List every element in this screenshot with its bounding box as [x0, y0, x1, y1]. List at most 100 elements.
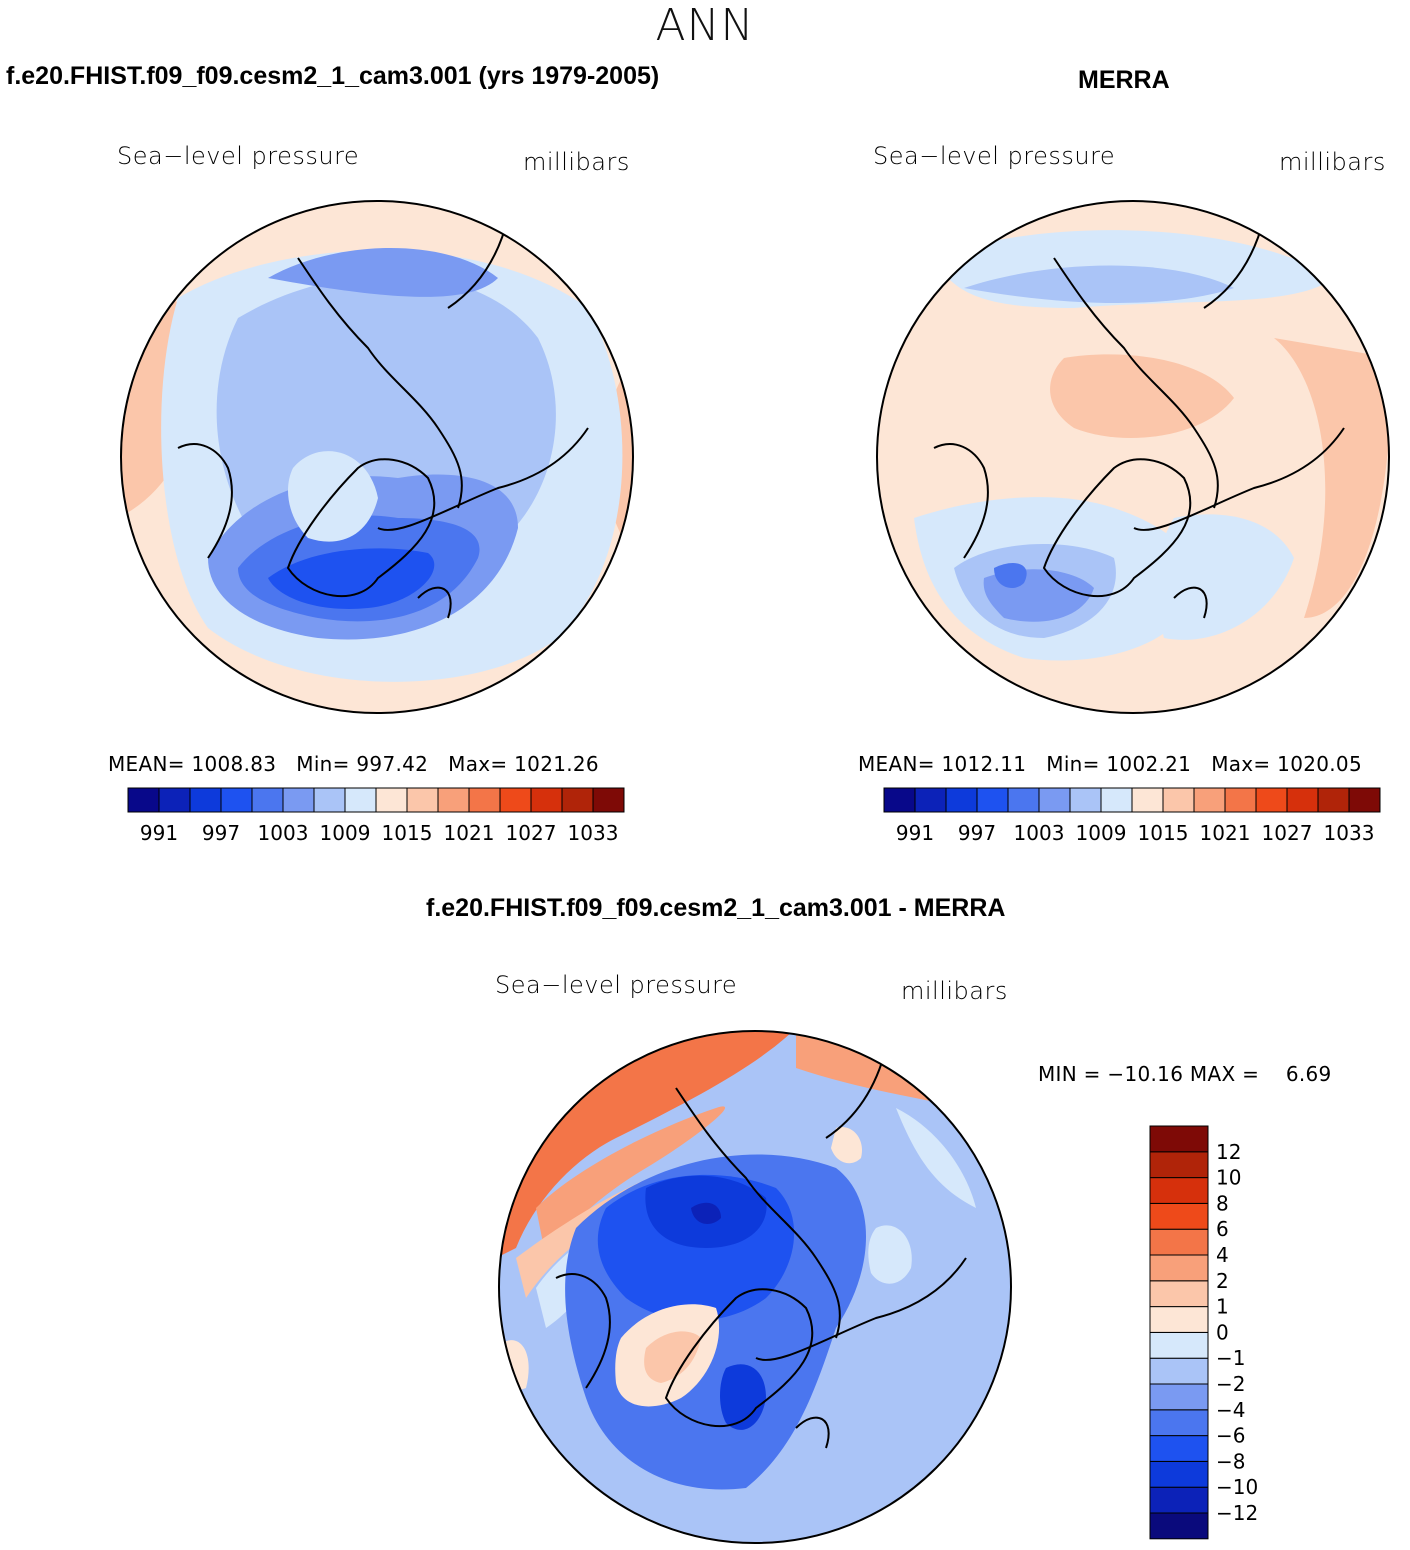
left-colorbar-swatch	[499, 787, 532, 813]
diff-colorbar-tick-label: 12	[1216, 1140, 1241, 1164]
left-colorbar-swatch	[251, 787, 284, 813]
left-colorbar-swatch	[220, 787, 253, 813]
diff-units-label: millibars	[901, 977, 1008, 1005]
left-colorbar-swatch	[127, 787, 160, 813]
right-map	[876, 200, 1390, 714]
left-max-label: Max=	[448, 752, 508, 776]
diff-colorbar-swatch	[1149, 1331, 1209, 1359]
left-colorbar-swatch	[344, 787, 377, 813]
left-colorbar-tick-label: 1027	[506, 821, 557, 845]
diff-colorbar-swatch	[1149, 1280, 1209, 1308]
left-colorbar-tick-label: 1015	[382, 821, 433, 845]
diff-colorbar-swatch	[1149, 1306, 1209, 1333]
left-colorbar-tick-label: 997	[202, 821, 240, 845]
left-min-value: 997.42	[356, 752, 429, 776]
right-colorbar-tick-label: 1033	[1324, 821, 1375, 845]
diff-max-value: 6.69	[1285, 1062, 1332, 1086]
left-colorbar-swatch	[189, 787, 222, 813]
left-mean-label: MEAN=	[108, 752, 185, 776]
right-colorbar-swatch	[1162, 787, 1195, 813]
diff-colorbar-tick-label: 0	[1216, 1320, 1229, 1344]
right-colorbar: 991 997 1003 1009 1015 1021 1027 1033	[883, 787, 1381, 845]
left-colorbar-swatch	[313, 787, 346, 813]
diff-colorbar-swatch	[1149, 1125, 1209, 1153]
right-colorbar-tick-label: 997	[958, 821, 996, 845]
left-mean-value: 1008.83	[191, 752, 277, 776]
left-colorbar-tick-label: 1033	[568, 821, 619, 845]
left-colorbar-tick-label: 1009	[320, 821, 371, 845]
right-max-value: 1020.05	[1277, 752, 1362, 776]
diff-colorbar-tick-label: −4	[1216, 1398, 1245, 1422]
left-colorbar-swatch	[375, 787, 408, 813]
right-colorbar-swatch	[1007, 787, 1040, 813]
right-colorbar-swatch	[883, 787, 916, 813]
right-colorbar-swatch	[945, 787, 978, 813]
left-colorbar-swatch	[437, 787, 470, 813]
diff-map	[498, 1030, 1012, 1544]
right-colorbar-swatch	[1348, 787, 1381, 813]
left-colorbar: 991 997 1003 1009 1015 1021 1027 1033	[127, 787, 625, 845]
diff-colorbar-tick-label: 10	[1216, 1166, 1241, 1190]
diff-colorbar-tick-label: −12	[1216, 1501, 1258, 1525]
left-colorbar-swatch	[282, 787, 315, 813]
diff-min-label: MIN =	[1038, 1062, 1101, 1086]
right-mean-label: MEAN=	[858, 752, 935, 776]
right-panel-title: MERRA	[1078, 66, 1170, 94]
diff-colorbar-tick-label: −2	[1216, 1372, 1245, 1396]
right-colorbar-tick-label: 1015	[1138, 821, 1189, 845]
diff-colorbar-tick-label: 8	[1216, 1191, 1229, 1215]
main-title: ANN	[655, 0, 755, 51]
diff-colorbar-swatch	[1149, 1383, 1209, 1411]
left-field-label: Sea−level pressure	[117, 142, 360, 170]
right-colorbar-swatch	[1255, 787, 1288, 813]
diff-panel-title: f.e20.FHIST.f09_f09.cesm2_1_cam3.001 - M…	[426, 894, 1006, 922]
right-colorbar-swatch	[1317, 787, 1350, 813]
diff-min-value: −10.16	[1107, 1062, 1184, 1086]
diff-colorbar-swatch	[1149, 1512, 1209, 1540]
left-colorbar-tick-label: 1021	[444, 821, 495, 845]
left-colorbar-swatch	[561, 787, 594, 813]
right-colorbar-tick-label: 1027	[1262, 821, 1313, 845]
diff-colorbar-tick-label: 4	[1216, 1243, 1229, 1267]
diff-field-label: Sea−level pressure	[495, 971, 738, 999]
diff-colorbar-tick-label: 2	[1216, 1269, 1229, 1293]
diff-colorbar-swatch	[1149, 1151, 1209, 1179]
left-colorbar-swatch	[592, 787, 625, 813]
left-colorbar-swatch	[468, 787, 501, 813]
right-colorbar-swatch	[976, 787, 1009, 813]
diff-colorbar-tick-label: −1	[1216, 1346, 1245, 1370]
right-colorbar-tick-label: 1003	[1014, 821, 1065, 845]
diff-colorbar-swatch	[1149, 1228, 1209, 1256]
left-colorbar-swatch	[406, 787, 439, 813]
right-colorbar-swatch	[1193, 787, 1226, 813]
right-mean-value: 1012.11	[941, 752, 1027, 776]
right-colorbar-swatch	[1038, 787, 1071, 813]
right-colorbar-tick-label: 991	[896, 821, 934, 845]
diff-colorbar-swatch	[1149, 1177, 1209, 1204]
left-colorbar-tick-label: 991	[140, 821, 178, 845]
right-colorbar-swatch	[1286, 787, 1319, 813]
right-min-value: 1002.21	[1106, 752, 1192, 776]
diff-colorbar-swatch	[1149, 1486, 1209, 1514]
left-colorbar-swatch	[158, 787, 191, 813]
diff-colorbar-swatch	[1149, 1202, 1209, 1230]
diff-colorbar-tick-label: −10	[1216, 1475, 1258, 1499]
diff-colorbar-swatch	[1149, 1357, 1209, 1385]
right-colorbar-tick-label: 1009	[1076, 821, 1127, 845]
right-colorbar-tick-label: 1021	[1200, 821, 1251, 845]
diff-colorbar-swatch	[1149, 1409, 1209, 1437]
diff-max-label: MAX =	[1189, 1062, 1260, 1086]
right-min-label: Min=	[1046, 752, 1100, 776]
diff-colorbar-swatch	[1149, 1460, 1209, 1488]
right-max-label: Max=	[1211, 752, 1271, 776]
right-colorbar-swatch	[1069, 787, 1102, 813]
left-colorbar-swatch	[530, 787, 563, 813]
diff-colorbar-tick-label: −8	[1216, 1449, 1245, 1473]
left-map	[120, 200, 634, 714]
diff-colorbar-tick-label: 6	[1216, 1217, 1229, 1241]
right-colorbar-swatch	[1131, 787, 1164, 813]
right-colorbar-swatch	[914, 787, 947, 813]
left-panel-title: f.e20.FHIST.f09_f09.cesm2_1_cam3.001 (yr…	[6, 62, 660, 90]
right-colorbar-swatch	[1100, 787, 1133, 813]
